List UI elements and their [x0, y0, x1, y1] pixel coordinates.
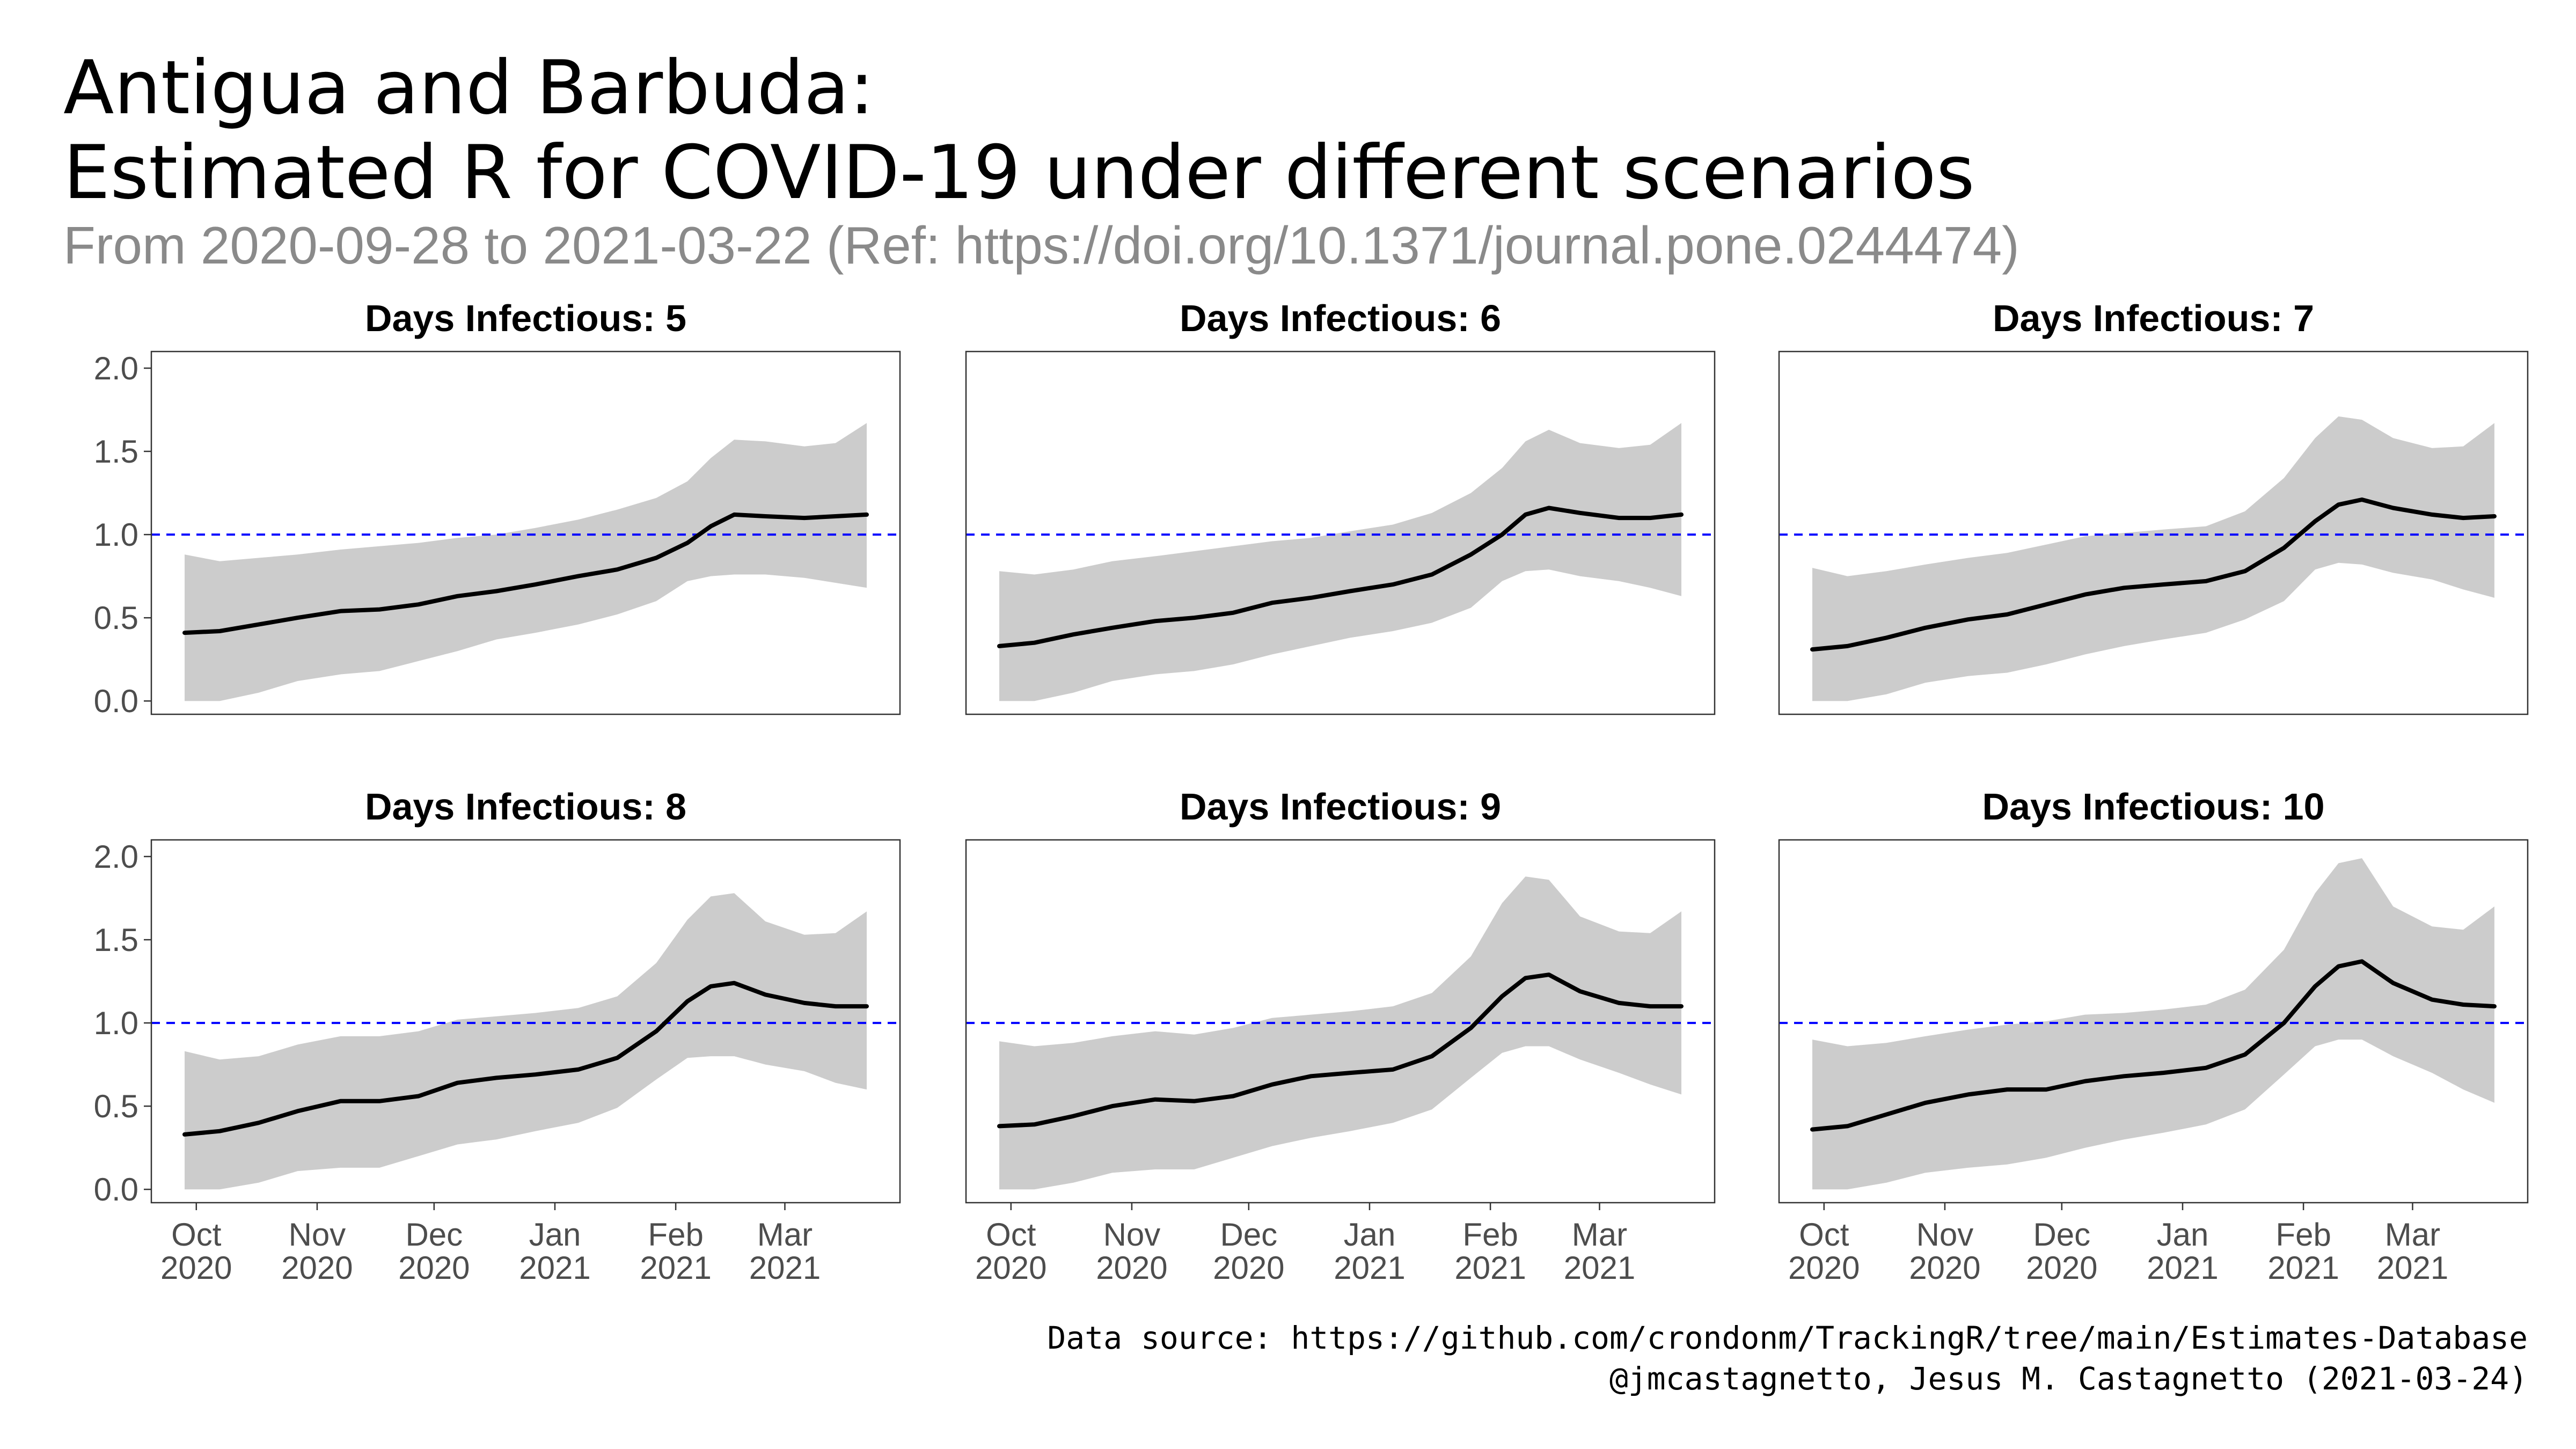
confidence-ribbon [1812, 858, 2494, 1190]
x-tick-label: 2020 [281, 1250, 353, 1286]
facet-panel: Days Infectious: 9Oct2020Nov2020Dec2020J… [965, 786, 1716, 1286]
x-tick-label: Oct [171, 1217, 222, 1253]
confidence-ribbon [185, 423, 867, 701]
r-estimate-line [997, 972, 1684, 1129]
x-tick-label: 2020 [2026, 1250, 2097, 1286]
x-tick-label: Feb [648, 1217, 703, 1253]
chart-title-line-2: Estimated R for COVID-19 under different… [63, 129, 1975, 216]
panel-title: Days Infectious: 8 [365, 786, 686, 828]
x-tick-label: 2020 [975, 1250, 1046, 1286]
panel-title: Days Infectious: 7 [1993, 297, 2314, 339]
x-tick-label: 2020 [398, 1250, 470, 1286]
y-tick-label: 1.5 [94, 434, 138, 470]
x-tick-label: 2020 [160, 1250, 232, 1286]
x-tick-label: 2020 [1213, 1250, 1284, 1286]
facet-panel: Days Infectious: 6 [965, 297, 1716, 715]
r-estimate-line [1810, 959, 2497, 1132]
x-tick-label: Jan [529, 1217, 581, 1253]
panel-border [150, 350, 901, 715]
confidence-ribbon [999, 876, 1681, 1190]
x-tick-label: 2020 [1096, 1250, 1167, 1286]
x-tick-label: 2020 [1909, 1250, 1980, 1286]
x-tick-label: Mar [2385, 1217, 2440, 1253]
x-tick-label: 2021 [1454, 1250, 1526, 1286]
y-tick-label: 1.5 [94, 922, 138, 958]
x-tick-label: 2021 [1564, 1250, 1635, 1286]
author-credit-caption: @jmcastagnetto, Jesus M. Castagnetto (20… [1609, 1360, 2528, 1397]
panel-title: Days Infectious: 6 [1180, 297, 1501, 339]
x-tick-label: 2021 [749, 1250, 821, 1286]
y-tick-label: 2.0 [94, 350, 138, 386]
x-tick-label: 2021 [2267, 1250, 2339, 1286]
x-tick-label: 2021 [640, 1250, 711, 1286]
x-tick-label: 2021 [2147, 1250, 2218, 1286]
chart-subtitle: From 2020-09-28 to 2021-03-22 (Ref: http… [63, 216, 2019, 275]
x-tick-label: Nov [1103, 1217, 1161, 1253]
x-tick-label: 2021 [519, 1250, 590, 1286]
panel-title: Days Infectious: 9 [1180, 786, 1501, 828]
panel-border [965, 839, 1716, 1204]
chart-header: Antigua and Barbuda: Estimated R for COV… [63, 46, 2532, 277]
data-source-caption: Data source: https://github.com/crondonm… [1047, 1320, 2528, 1356]
r-estimate-line [182, 512, 869, 635]
x-tick-label: Dec [1220, 1217, 1277, 1253]
x-tick-label: Feb [1462, 1217, 1518, 1253]
x-tick-label: Dec [2033, 1217, 2090, 1253]
panel-border [150, 839, 901, 1204]
confidence-ribbon [999, 423, 1681, 701]
y-tick-label: 0.0 [94, 683, 138, 719]
panel-border [1778, 839, 2529, 1204]
x-tick-label: Nov [289, 1217, 346, 1253]
x-tick-label: Jan [1344, 1217, 1396, 1253]
chart-footer: Data source: https://github.com/crondonm… [1047, 1318, 2528, 1399]
facet-panel: Days Infectious: 10Oct2020Nov2020Dec2020… [1778, 786, 2529, 1286]
r-estimate-line [1810, 497, 2497, 652]
x-tick-label: Feb [2275, 1217, 2331, 1253]
y-tick-label: 2.0 [94, 839, 138, 875]
y-tick-label: 1.0 [94, 1005, 138, 1041]
x-tick-label: Jan [2157, 1217, 2209, 1253]
confidence-ribbon [1812, 416, 2494, 701]
x-tick-label: Oct [1799, 1217, 1849, 1253]
facet-panel: Days Infectious: 7 [1778, 297, 2529, 715]
y-tick-label: 0.5 [94, 600, 138, 636]
panel-border [1778, 350, 2529, 715]
r-estimate-line [997, 506, 1684, 648]
x-tick-label: Dec [405, 1217, 463, 1253]
panel-title: Days Infectious: 10 [1982, 786, 2325, 828]
x-tick-label: 2021 [1334, 1250, 1405, 1286]
panel-border [965, 350, 1716, 715]
y-tick-label: 1.0 [94, 517, 138, 553]
confidence-ribbon [185, 893, 867, 1190]
x-tick-label: Mar [757, 1217, 813, 1253]
y-tick-label: 0.5 [94, 1088, 138, 1124]
r-estimate-line [182, 980, 869, 1137]
x-tick-label: Mar [1572, 1217, 1627, 1253]
panel-title: Days Infectious: 5 [365, 297, 686, 339]
x-tick-label: Oct [986, 1217, 1036, 1253]
x-tick-label: 2020 [1788, 1250, 1860, 1286]
chart-title-line-1: Antigua and Barbuda: [63, 45, 874, 131]
x-tick-label: 2021 [2377, 1250, 2448, 1286]
y-tick-label: 0.0 [94, 1172, 138, 1208]
facet-panel: Days Infectious: 80.00.51.01.52.0Oct2020… [94, 786, 901, 1286]
facet-panel: Days Infectious: 5 0.0 0.5 1.0 1.5 2.0 [94, 297, 901, 719]
x-tick-label: Nov [1916, 1217, 1974, 1253]
